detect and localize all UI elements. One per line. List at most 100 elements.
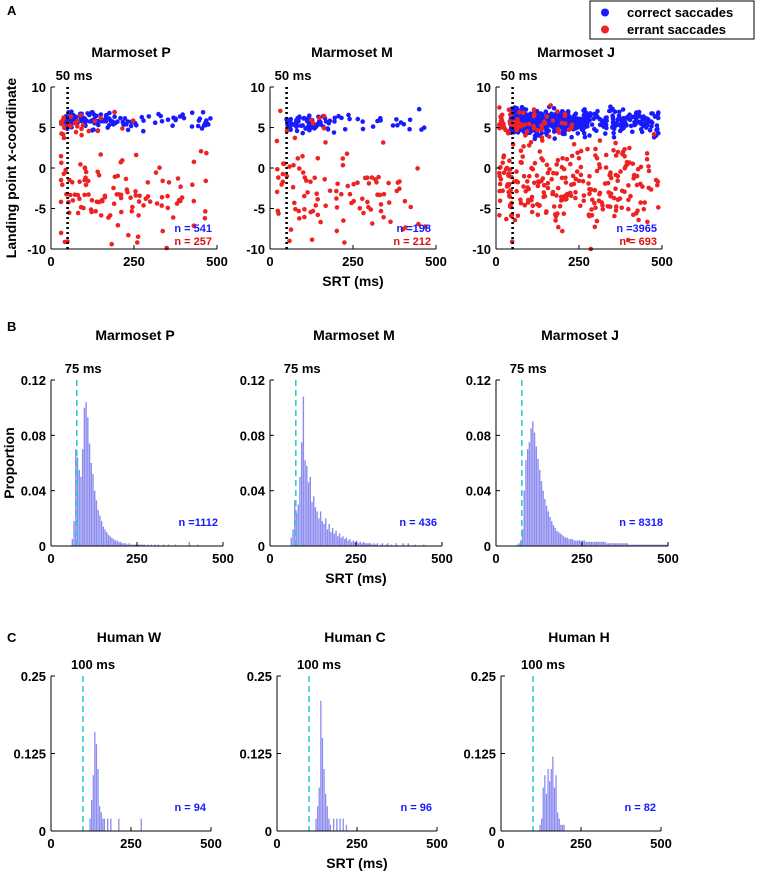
point-correct — [118, 115, 123, 121]
point-correct — [616, 113, 622, 119]
histogram-bar — [315, 818, 317, 831]
histogram-bar — [87, 417, 89, 546]
x-tick-label: 0 — [266, 254, 273, 269]
point-errant — [625, 237, 631, 243]
n-label: n = 94 — [175, 802, 207, 814]
point-errant — [415, 166, 420, 171]
point-correct — [206, 122, 211, 127]
point-errant — [203, 209, 208, 214]
point-errant — [626, 183, 631, 188]
histogram-bar — [590, 541, 593, 546]
point-correct — [416, 106, 422, 112]
histogram-bar — [309, 476, 311, 546]
point-correct — [655, 126, 660, 132]
point-correct — [347, 116, 352, 122]
point-correct — [342, 127, 348, 132]
histogram-bar — [92, 775, 94, 831]
point-errant — [89, 198, 95, 203]
point-correct — [318, 122, 324, 127]
point-errant — [190, 182, 195, 187]
point-errant — [581, 198, 586, 204]
point-errant — [529, 165, 534, 171]
point-errant — [377, 192, 383, 198]
point-errant — [573, 176, 579, 182]
point-errant — [313, 203, 319, 208]
point-errant — [279, 182, 284, 187]
point-errant — [77, 179, 82, 184]
point-correct — [378, 116, 383, 121]
y-tick-label: 0.25 — [21, 669, 46, 684]
histogram-bar — [81, 449, 84, 546]
point-errant — [553, 218, 558, 223]
point-errant — [529, 194, 535, 200]
point-errant — [561, 211, 567, 216]
y-tick-label: 0 — [484, 161, 491, 176]
point-errant — [593, 205, 598, 211]
point-errant — [130, 118, 136, 123]
histogram-bar — [103, 818, 106, 831]
cutoff-label: 50 ms — [275, 68, 312, 83]
histogram-bar — [299, 476, 301, 546]
point-correct — [325, 127, 331, 132]
point-errant — [578, 148, 584, 154]
point-errant — [386, 200, 392, 205]
point-errant — [292, 135, 298, 141]
point-errant — [578, 203, 583, 209]
point-errant — [589, 207, 594, 212]
y-tick-label: 0 — [265, 824, 272, 839]
point-errant — [535, 212, 541, 218]
point-errant — [514, 169, 519, 174]
point-correct — [189, 110, 195, 115]
histogram-bar — [563, 536, 565, 546]
point-errant — [297, 166, 302, 171]
point-errant — [627, 145, 632, 151]
point-errant — [594, 218, 600, 224]
point-correct — [91, 112, 97, 117]
point-correct — [122, 116, 128, 121]
point-errant — [315, 212, 321, 218]
point-correct — [200, 110, 206, 115]
point-errant — [544, 162, 550, 168]
histogram-bar — [80, 476, 82, 546]
point-errant — [497, 181, 503, 187]
point-errant — [520, 154, 525, 159]
point-correct — [603, 122, 609, 128]
n-label-correct: n =198 — [396, 223, 431, 235]
point-errant — [136, 199, 142, 204]
point-errant — [611, 148, 616, 153]
point-errant — [386, 180, 391, 186]
histogram-bar — [150, 544, 153, 546]
y-tick-label: 0 — [39, 161, 46, 176]
point-errant — [523, 188, 528, 194]
histogram-bar — [107, 818, 109, 831]
histogram-bar — [407, 543, 410, 546]
point-errant — [126, 232, 131, 238]
point-errant — [315, 197, 321, 202]
point-correct — [108, 118, 114, 123]
histogram-bar — [85, 402, 87, 546]
point-errant — [102, 193, 108, 199]
histogram-bar — [621, 543, 623, 546]
histogram-bar — [561, 824, 564, 831]
point-correct — [139, 114, 145, 120]
y-tick-label: 0.04 — [240, 484, 266, 499]
y-tick-label: -10 — [472, 242, 491, 257]
histogram-bar — [342, 818, 344, 831]
histogram-bar — [174, 544, 177, 546]
point-errant — [124, 187, 130, 192]
point-errant — [640, 184, 645, 189]
point-correct — [582, 125, 587, 130]
histogram-bar — [162, 544, 165, 546]
chart-a3: Marmoset J 50 ms 0 250 500 10 5 0 -5 -10 n =3965n … — [472, 44, 673, 269]
point-errant — [541, 190, 547, 195]
point-errant — [546, 134, 552, 139]
histogram-bar — [130, 544, 132, 546]
point-errant — [523, 133, 528, 138]
point-errant — [644, 156, 650, 162]
point-errant — [545, 180, 551, 186]
y-tick-label: -5 — [34, 202, 46, 217]
histogram-bar — [557, 812, 559, 831]
histogram-bar — [330, 532, 332, 546]
point-errant — [204, 150, 209, 156]
point-errant — [280, 171, 286, 177]
